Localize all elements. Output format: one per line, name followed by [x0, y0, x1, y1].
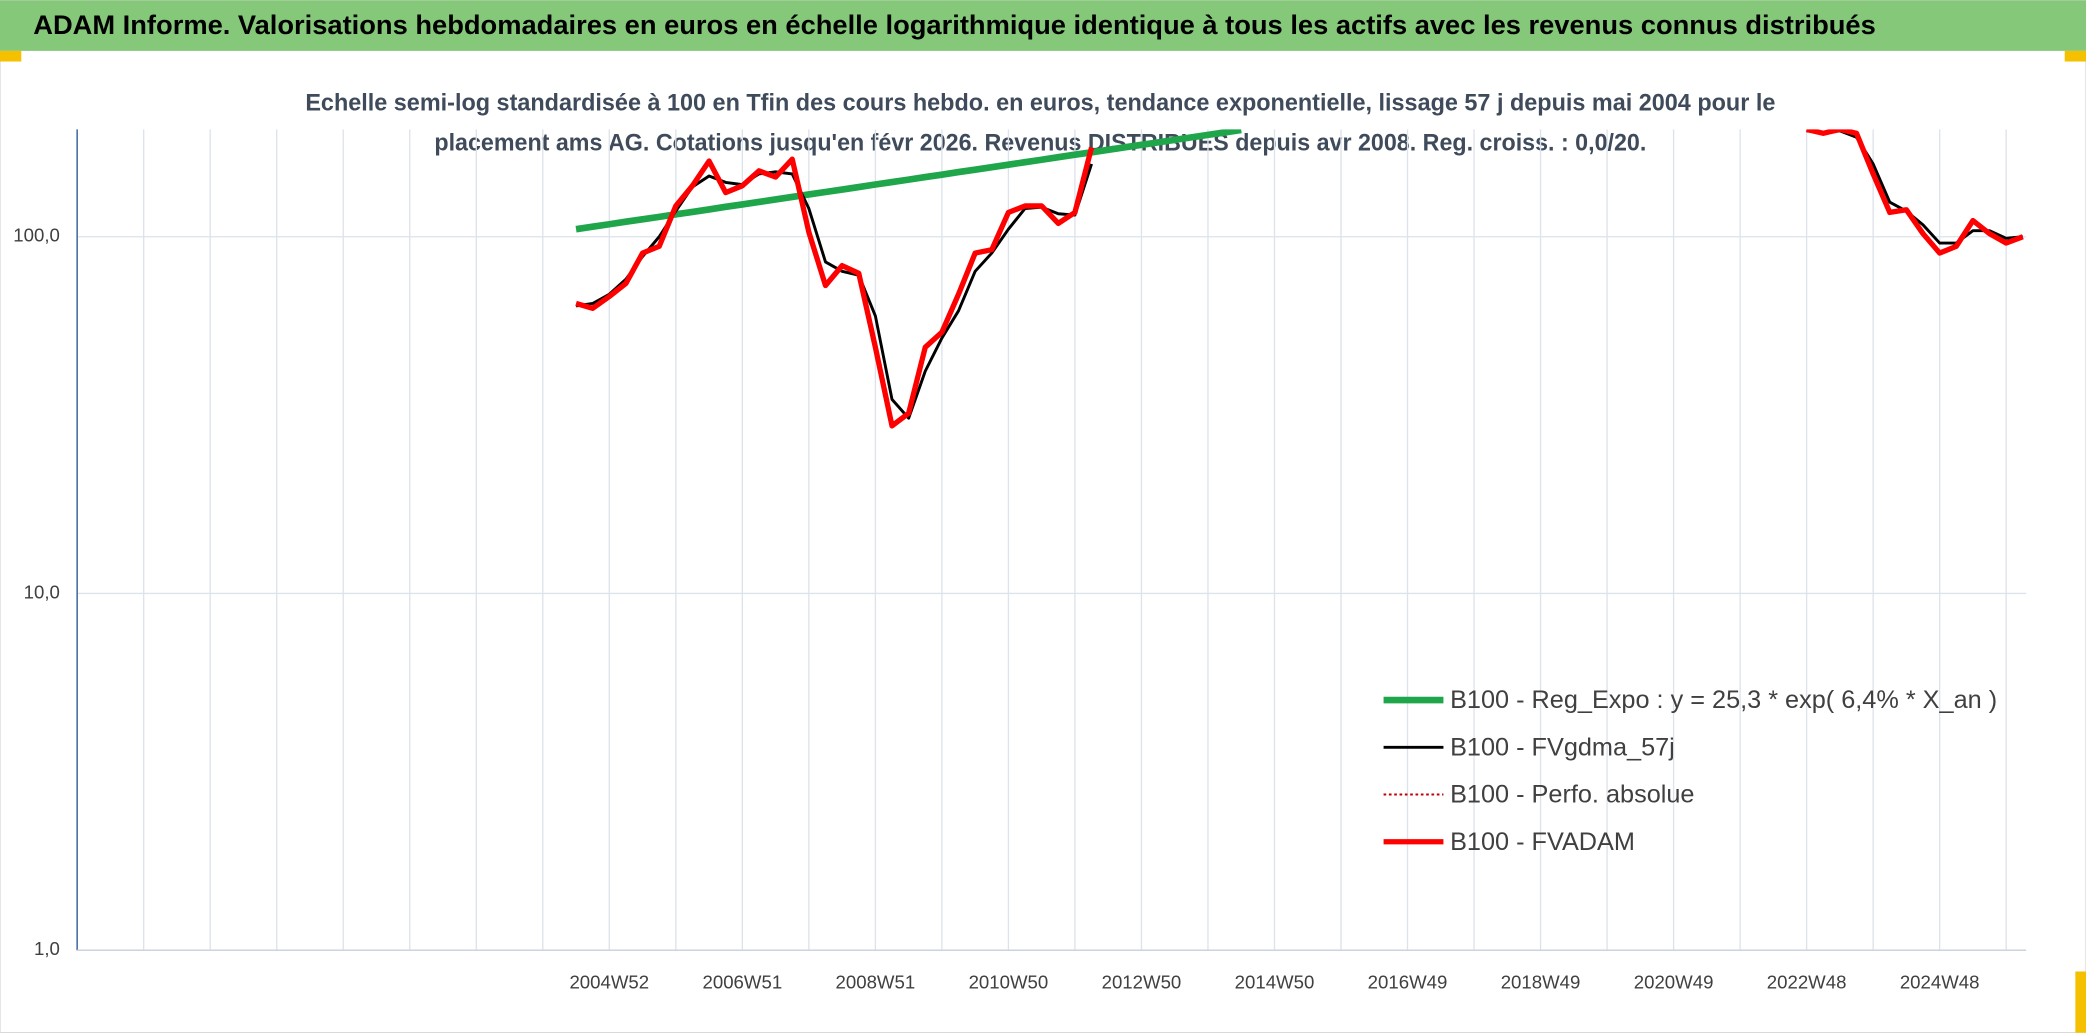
chart-subtitle: Echelle semi-log standardisée à 100 en T…: [305, 89, 1775, 116]
legend-label: B100 - Reg_Expo : y = 25,3 * exp( 6,4% *…: [1450, 686, 1997, 714]
corner-mark: [2075, 971, 2086, 1033]
x-tick-label: 2004W52: [569, 971, 649, 992]
x-tick-label: 2006W51: [703, 971, 783, 992]
corner-mark: [2064, 50, 2086, 62]
chart-subtitle: placement ams AG. Cotations jusqu'en fév…: [434, 129, 1646, 156]
legend-label: B100 - Perfo. absolue: [1450, 781, 1694, 809]
x-tick-label: 2018W49: [1501, 971, 1581, 992]
chart-title: ADAM Informe. Valorisations hebdomadaire…: [33, 10, 1876, 40]
legend: B100 - Reg_Expo : y = 25,3 * exp( 6,4% *…: [1383, 686, 1997, 856]
y-tick-label: 1,0: [34, 938, 60, 959]
plot-area: [575, 129, 2024, 429]
y-tick-label: 10,0: [24, 581, 60, 602]
title-bar: [0, 0, 2086, 51]
x-tick-label: 2016W49: [1368, 971, 1448, 992]
axes: 1,0 10,0 100,0 2004W52 2006W51 2008W51 2010W50…: [13, 129, 2027, 992]
corner-mark: [0, 50, 22, 62]
legend-label: B100 - FVgdma_57j: [1450, 733, 1675, 761]
x-tick-label: 2020W49: [1634, 971, 1714, 992]
x-tick-label: 2010W50: [969, 971, 1049, 992]
grid: [77, 129, 2027, 951]
x-tick-label: 2014W50: [1235, 971, 1315, 992]
legend-label: B100 - FVADAM: [1450, 828, 1635, 856]
x-tick-label: 2012W50: [1102, 971, 1182, 992]
x-tick-label: 2022W48: [1767, 971, 1847, 992]
y-tick-label: 100,0: [13, 225, 60, 246]
x-tick-label: 2024W48: [1900, 971, 1980, 992]
series-line: [575, 129, 2024, 429]
series-line: [575, 129, 1242, 233]
x-tick-label: 2008W51: [836, 971, 916, 992]
